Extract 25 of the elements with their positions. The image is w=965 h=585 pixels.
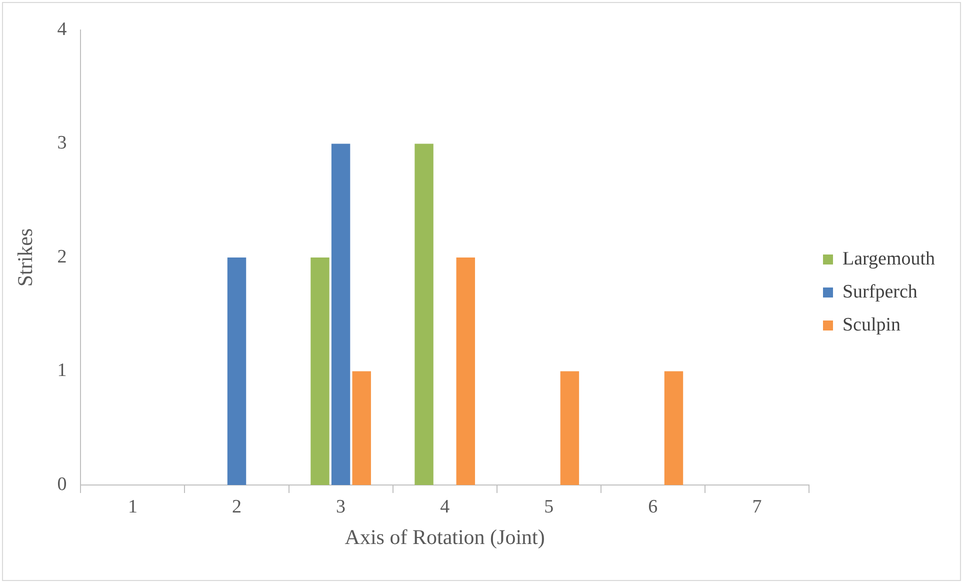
bar bbox=[664, 371, 684, 485]
x-tick-label: 5 bbox=[544, 496, 554, 518]
bar bbox=[414, 144, 434, 485]
legend-label: Surfperch bbox=[842, 281, 918, 302]
x-tick-label: 3 bbox=[336, 496, 346, 518]
y-tick-label: 4 bbox=[57, 18, 68, 40]
bar bbox=[310, 258, 330, 485]
y-tick-label: 1 bbox=[57, 360, 67, 382]
bar bbox=[227, 258, 246, 485]
x-tick-label: 4 bbox=[440, 496, 450, 518]
x-tick-label: 6 bbox=[648, 496, 658, 518]
x-tick-label: 2 bbox=[232, 496, 242, 518]
y-axis-title: Strikes bbox=[13, 228, 38, 287]
bar bbox=[456, 258, 476, 485]
x-axis-title: Axis of Rotation (Joint) bbox=[344, 524, 545, 549]
y-tick-label: 3 bbox=[57, 132, 67, 154]
legend-label: Largemouth bbox=[842, 248, 936, 270]
legend-label: Sculpin bbox=[842, 314, 902, 336]
x-tick-label: 1 bbox=[128, 496, 138, 518]
bar bbox=[560, 371, 580, 485]
bar bbox=[352, 371, 371, 485]
y-tick-label: 0 bbox=[57, 474, 67, 495]
bar bbox=[331, 144, 350, 485]
y-tick-label: 2 bbox=[57, 246, 67, 268]
x-tick-label: 7 bbox=[752, 496, 762, 518]
